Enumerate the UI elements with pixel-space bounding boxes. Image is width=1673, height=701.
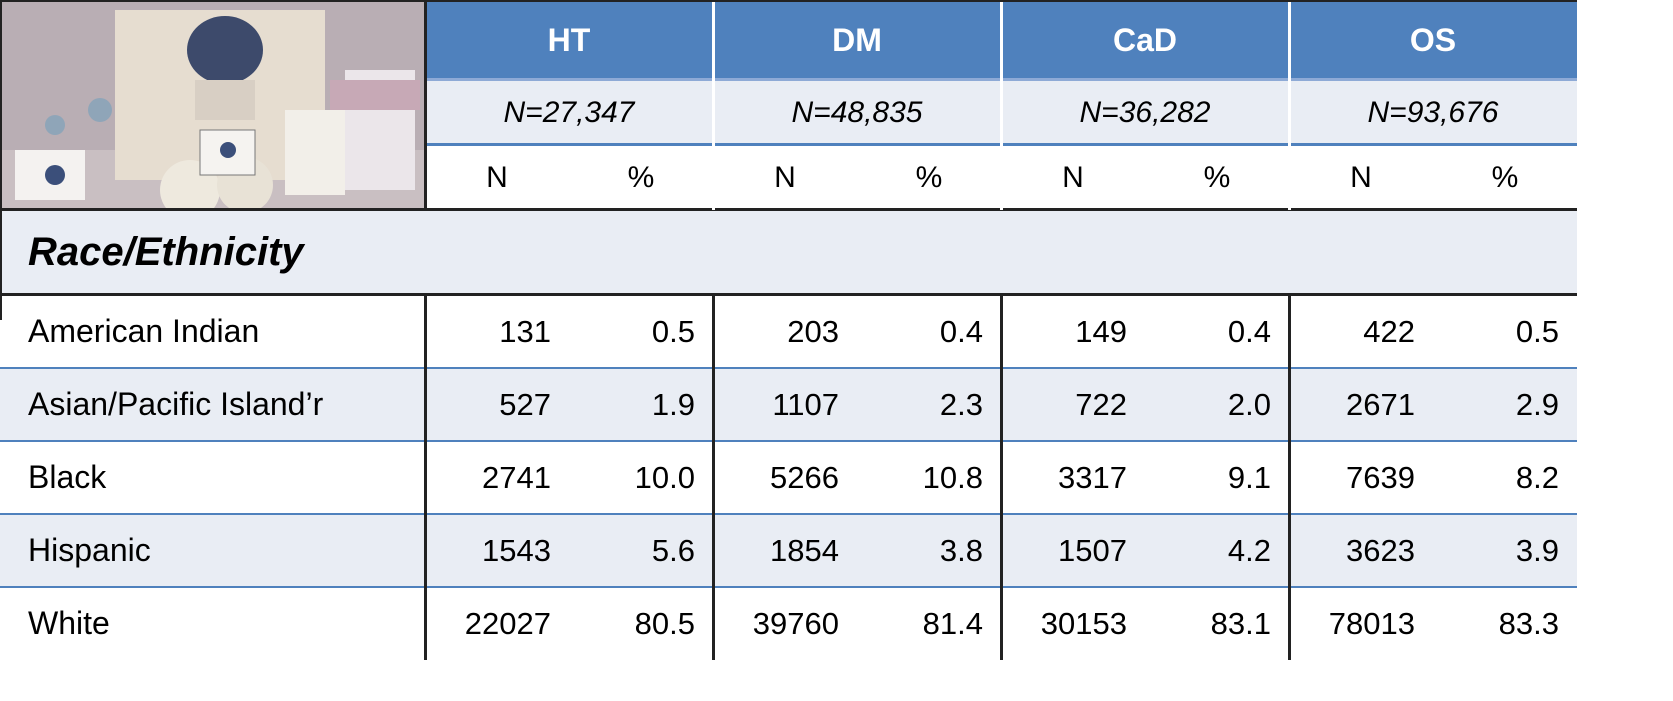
- cell-value: 2.3: [857, 368, 1001, 441]
- row-label: American Indian: [28, 313, 260, 349]
- cell-value: 2741: [482, 459, 551, 495]
- cell-value: 1507: [1001, 514, 1145, 587]
- cell-value: 1.9: [569, 368, 713, 441]
- cell-value: 1854: [713, 514, 857, 587]
- cell-value: 0.4: [939, 313, 983, 349]
- row-label: Asian/Pacific Island’r: [0, 368, 425, 441]
- cell-value: 422: [1363, 313, 1415, 349]
- cell-value: 4.2: [1145, 514, 1289, 587]
- cell-value: 8.2: [1515, 459, 1559, 495]
- sub-header: N: [1001, 145, 1145, 210]
- rule: [712, 0, 715, 210]
- cell-value: 0.5: [651, 313, 695, 349]
- rule: [1288, 0, 1291, 210]
- cell-value: 3.8: [857, 514, 1001, 587]
- group-count: N=27,347: [425, 80, 713, 145]
- cell-value: 131: [499, 313, 551, 349]
- cell-value: 3317: [1058, 459, 1127, 495]
- rule: [0, 0, 1577, 2]
- sub-header: %: [1145, 145, 1289, 210]
- rule: [424, 0, 427, 210]
- rule: [0, 208, 1577, 211]
- cell-value: 2.9: [1433, 368, 1577, 441]
- cell-value: 722: [1001, 368, 1145, 441]
- cell-value: 2671: [1289, 368, 1433, 441]
- group-count: N=93,676: [1289, 80, 1577, 145]
- group-header: HT: [425, 0, 713, 80]
- rule: [0, 440, 1577, 442]
- sub-header: N: [425, 145, 569, 210]
- group-header: CaD: [1001, 0, 1289, 80]
- rule: [0, 293, 1577, 296]
- row-label: Hispanic: [0, 514, 425, 587]
- cell-value: 0.5: [1515, 313, 1559, 349]
- cell-value: 149: [1075, 313, 1127, 349]
- sub-header: N: [1289, 145, 1433, 210]
- cell-value: 0.4: [1227, 313, 1271, 349]
- cell-value: 81.4: [922, 605, 983, 641]
- group-count: N=48,835: [713, 80, 1001, 145]
- cell-value: 9.1: [1227, 459, 1271, 495]
- rule: [1000, 295, 1003, 660]
- cell-value: 22027: [464, 605, 551, 641]
- cell-value: 80.5: [634, 605, 695, 641]
- cell-value: 3.9: [1433, 514, 1577, 587]
- group-count: N=36,282: [1001, 80, 1289, 145]
- rule: [0, 586, 1577, 588]
- cell-value: 1543: [425, 514, 569, 587]
- rule: [0, 513, 1577, 515]
- photo: [0, 0, 425, 210]
- cell-value: 5266: [770, 459, 839, 495]
- rule: [424, 295, 427, 660]
- sub-header: %: [1433, 145, 1577, 210]
- cell-value: 5.6: [569, 514, 713, 587]
- sub-header: N: [713, 145, 857, 210]
- cell-value: 39760: [752, 605, 839, 641]
- row-label: Black: [28, 459, 107, 495]
- rule: [0, 0, 2, 320]
- cell-value: 78013: [1328, 605, 1415, 641]
- cell-value: 203: [787, 313, 839, 349]
- group-header: DM: [713, 0, 1001, 80]
- cell-value: 527: [425, 368, 569, 441]
- cell-value: 7639: [1346, 459, 1415, 495]
- cell-value: 10.8: [922, 459, 983, 495]
- rule: [712, 295, 715, 660]
- rule: [1000, 0, 1003, 210]
- sub-header: %: [857, 145, 1001, 210]
- cell-value: 83.1: [1210, 605, 1271, 641]
- cell-value: 3623: [1289, 514, 1433, 587]
- cell-value: 1107: [713, 368, 857, 441]
- section-header: Race/Ethnicity: [0, 210, 1577, 295]
- cell-value: 83.3: [1498, 605, 1559, 641]
- rule: [0, 367, 1577, 369]
- rule: [1288, 295, 1291, 660]
- cell-value: 10.0: [634, 459, 695, 495]
- row-label: White: [28, 605, 110, 641]
- cell-value: 30153: [1040, 605, 1127, 641]
- cell-value: 2.0: [1145, 368, 1289, 441]
- group-header: OS: [1289, 0, 1577, 80]
- sub-header: %: [569, 145, 713, 210]
